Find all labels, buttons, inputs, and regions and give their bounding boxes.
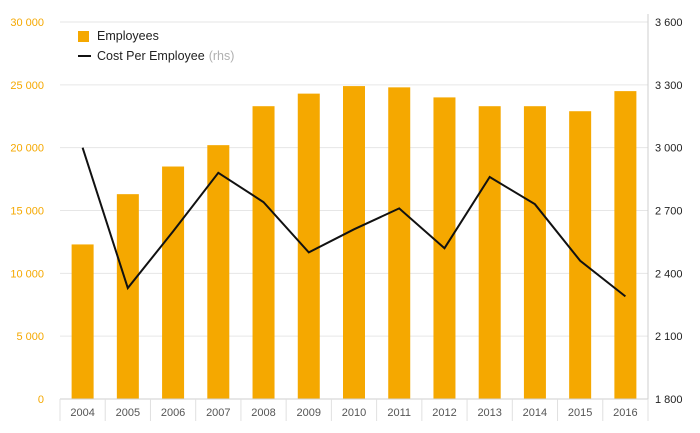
right-tick-label: 3 300 (655, 80, 683, 92)
left-tick-label: 20 000 (10, 143, 44, 155)
left-tick-label: 30 000 (10, 17, 44, 29)
line-series (81, 147, 627, 298)
right-axis: 1 800 2 100 2 400 2 700 3 000 3 300 3 600 (647, 14, 683, 406)
bar (71, 244, 94, 399)
legend-item-employees: Employees (78, 26, 234, 46)
legend-label-cost-per-employee: Cost Per Employee (97, 49, 205, 63)
legend-swatch-employees (78, 30, 89, 42)
left-tick-label: 5 000 (16, 331, 44, 343)
right-tick-label: 3 000 (655, 143, 683, 155)
bar (478, 106, 501, 400)
x-tick-label: 2013 (477, 407, 501, 419)
bar (388, 87, 411, 399)
bar (569, 111, 592, 400)
bar-series (71, 86, 637, 400)
x-tick-label: 2015 (568, 407, 592, 419)
x-tick-label: 2014 (523, 407, 547, 419)
bar (252, 106, 275, 400)
bar (162, 166, 185, 399)
legend-note-rhs: (rhs) (208, 49, 235, 63)
left-tick-label: 0 (38, 394, 44, 406)
bar (116, 194, 139, 399)
x-tick-label: 2007 (206, 407, 230, 419)
x-tick-label: 2008 (251, 407, 275, 419)
series-line (81, 147, 627, 298)
x-axis: 2004 2005 2006 2007 2008 2009 2010 2011 2012 2013… (59, 398, 649, 421)
right-tick-label: 2 100 (655, 331, 683, 343)
left-axis: 0 5 000 10 000 15 000 20 000 25 000 30 000 (10, 17, 44, 406)
right-tick-label: 2 400 (655, 268, 683, 280)
left-tick-label: 15 000 (10, 206, 44, 218)
right-tick-label: 1 800 (655, 394, 683, 406)
legend-line-cost-per-employee (78, 55, 91, 57)
right-tick-label: 3 600 (655, 17, 683, 29)
x-tick-label: 2005 (116, 407, 140, 419)
legend: Employees Cost Per Employee (rhs) (78, 26, 234, 66)
bar (297, 93, 320, 399)
left-tick-label: 25 000 (10, 80, 44, 92)
bar (343, 86, 365, 399)
x-tick-label: 2004 (70, 407, 94, 419)
legend-label-employees: Employees (97, 29, 159, 43)
x-tick-label: 2012 (432, 407, 456, 419)
bar (523, 106, 546, 400)
right-tick-label: 2 700 (655, 206, 683, 218)
x-tick-label: 2006 (161, 407, 185, 419)
bar (614, 91, 637, 399)
x-tick-label: 2009 (297, 407, 321, 419)
x-tick-label: 2011 (387, 407, 411, 419)
left-tick-label: 10 000 (10, 268, 44, 280)
legend-item-cost-per-employee: Cost Per Employee (rhs) (78, 46, 234, 66)
x-tick-label: 2016 (613, 407, 637, 419)
x-tick-label: 2010 (342, 407, 366, 419)
bar (207, 145, 230, 399)
